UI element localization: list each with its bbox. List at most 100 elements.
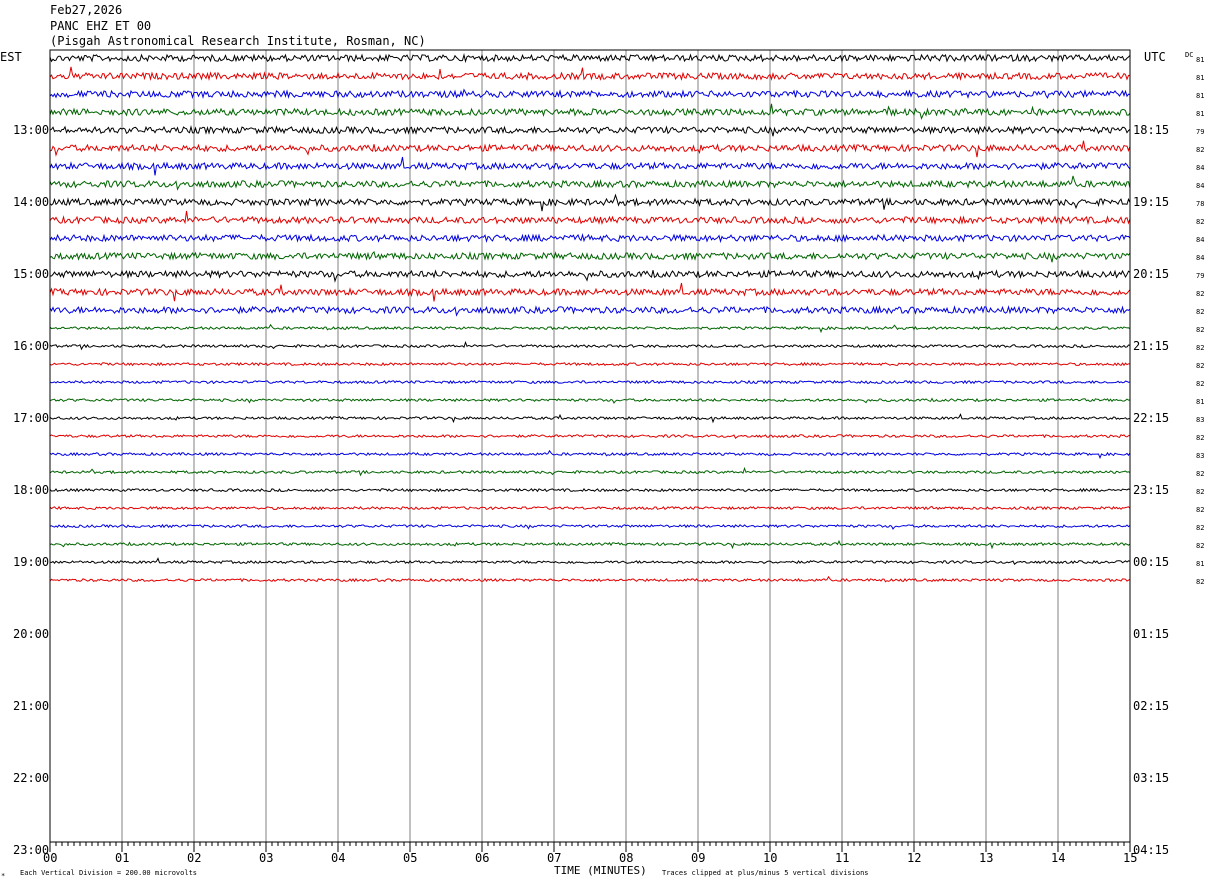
trace-row bbox=[49, 539, 1131, 550]
dc-offset-label: 81 bbox=[1196, 92, 1204, 100]
trace-row bbox=[49, 140, 1131, 158]
dc-offset-label: 82 bbox=[1196, 146, 1204, 154]
dc-offset-label: 82 bbox=[1196, 308, 1204, 316]
x-tick-label: 12 bbox=[907, 851, 921, 865]
dc-offset-label: 84 bbox=[1196, 254, 1204, 262]
trace-row bbox=[49, 575, 1131, 583]
dc-offset-label: 82 bbox=[1196, 524, 1204, 532]
dc-offset-label: 82 bbox=[1196, 326, 1204, 334]
dc-offset-label: 84 bbox=[1196, 164, 1204, 172]
trace-row bbox=[49, 433, 1131, 439]
dc-offset-label: 79 bbox=[1196, 272, 1204, 280]
trace-row bbox=[49, 557, 1131, 565]
station-location: (Pisgah Astronomical Research Institute,… bbox=[50, 34, 426, 48]
seismic-traces bbox=[49, 53, 1131, 583]
dc-offset-label: 81 bbox=[1196, 110, 1204, 118]
utc-hour-label: 21:15 bbox=[1133, 339, 1169, 353]
dc-offset-label: 83 bbox=[1196, 416, 1204, 424]
trace-row bbox=[49, 232, 1131, 244]
trace-row bbox=[49, 523, 1131, 530]
x-tick-label: 05 bbox=[403, 851, 417, 865]
axis-labels: 00 01 02 03 04 05 06 07 08 09 10 11 12 13 14 15 81 81 81 81… bbox=[13, 56, 1204, 865]
x-tick-label: 13 bbox=[979, 851, 993, 865]
trace-row bbox=[49, 282, 1131, 302]
dc-offset-label: 84 bbox=[1196, 236, 1204, 244]
est-hour-label: 16:00 bbox=[13, 339, 49, 353]
utc-hour-label: 01:15 bbox=[1133, 627, 1169, 641]
dc-offset-label: 82 bbox=[1196, 470, 1204, 478]
x-tick-label: 07 bbox=[547, 851, 561, 865]
trace-row bbox=[49, 250, 1131, 263]
utc-hour-label: 23:15 bbox=[1133, 483, 1169, 497]
trace-row bbox=[49, 449, 1131, 460]
utc-hour-label: 03:15 bbox=[1133, 771, 1169, 785]
x-tick-label: 00 bbox=[43, 851, 57, 865]
trace-row bbox=[49, 210, 1131, 226]
trace-row bbox=[49, 413, 1131, 424]
trace-row bbox=[49, 505, 1131, 511]
plot-date: Feb27,2026 bbox=[50, 3, 123, 17]
dc-offset-label: 82 bbox=[1196, 578, 1204, 586]
dc-offset-label: 82 bbox=[1196, 344, 1204, 352]
trace-row bbox=[49, 156, 1131, 176]
trace-row bbox=[49, 340, 1131, 351]
est-hour-label: 15:00 bbox=[13, 267, 49, 281]
plot-frame bbox=[49, 49, 1131, 843]
trace-row bbox=[49, 323, 1131, 334]
est-hour-label: 18:00 bbox=[13, 483, 49, 497]
right-timezone-label: UTC bbox=[1144, 50, 1166, 64]
dc-offset-label: 81 bbox=[1196, 560, 1204, 568]
dc-offset-label: 79 bbox=[1196, 128, 1204, 136]
x-tick-label: 06 bbox=[475, 851, 489, 865]
x-tick-label: 08 bbox=[619, 851, 633, 865]
trace-row bbox=[49, 361, 1131, 367]
footer-scale-note: Each Vertical Division = 200.00 microvol… bbox=[20, 869, 197, 877]
dc-offset-label: 82 bbox=[1196, 218, 1204, 226]
dc-offset-label: 81 bbox=[1196, 398, 1204, 406]
x-axis-title: TIME (MINUTES) bbox=[554, 864, 647, 877]
grid-lines bbox=[49, 50, 1131, 852]
est-hour-label: 13:00 bbox=[13, 123, 49, 137]
x-tick-label: 04 bbox=[331, 851, 345, 865]
trace-row bbox=[49, 269, 1131, 283]
utc-hour-label: 20:15 bbox=[1133, 267, 1169, 281]
corner-mark-icon: * bbox=[1, 872, 5, 880]
est-hour-label: 17:00 bbox=[13, 411, 49, 425]
dc-offset-label: 78 bbox=[1196, 200, 1204, 208]
trace-row bbox=[49, 305, 1131, 317]
dc-offset-label: 81 bbox=[1196, 56, 1204, 64]
left-timezone-label: EST bbox=[0, 50, 22, 64]
utc-hour-label: 22:15 bbox=[1133, 411, 1169, 425]
trace-row bbox=[49, 193, 1131, 212]
x-tick-label: 02 bbox=[187, 851, 201, 865]
trace-row bbox=[49, 175, 1131, 191]
x-tick-label: 03 bbox=[259, 851, 273, 865]
station-code: PANC EHZ ET 00 bbox=[50, 19, 152, 33]
trace-row bbox=[49, 88, 1131, 100]
dc-offset-label: 82 bbox=[1196, 380, 1204, 388]
dc-offset-label: 82 bbox=[1196, 362, 1204, 370]
dc-offset-label: 82 bbox=[1196, 290, 1204, 298]
dc-offset-label: 84 bbox=[1196, 182, 1204, 190]
est-hour-label: 14:00 bbox=[13, 195, 49, 209]
trace-row bbox=[49, 53, 1131, 64]
dc-offset-label: 82 bbox=[1196, 506, 1204, 514]
x-tick-label: 01 bbox=[115, 851, 129, 865]
est-hour-label: 19:00 bbox=[13, 555, 49, 569]
x-tick-label: 11 bbox=[835, 851, 849, 865]
x-tick-label: 09 bbox=[691, 851, 705, 865]
dc-offset-label: 82 bbox=[1196, 434, 1204, 442]
dc-header-label: DC bbox=[1185, 51, 1193, 59]
dc-offset-label: 81 bbox=[1196, 74, 1204, 82]
trace-row bbox=[49, 487, 1131, 493]
trace-row bbox=[49, 103, 1131, 120]
x-tick-label: 15 bbox=[1123, 851, 1137, 865]
x-tick-label: 14 bbox=[1051, 851, 1065, 865]
trace-row bbox=[49, 397, 1131, 404]
est-hour-label: 23:00 bbox=[13, 843, 49, 857]
utc-hour-label: 18:15 bbox=[1133, 123, 1169, 137]
est-hour-label: 20:00 bbox=[13, 627, 49, 641]
footer-clip-note: Traces clipped at plus/minus 5 vertical … bbox=[662, 869, 869, 877]
trace-row bbox=[49, 466, 1131, 477]
